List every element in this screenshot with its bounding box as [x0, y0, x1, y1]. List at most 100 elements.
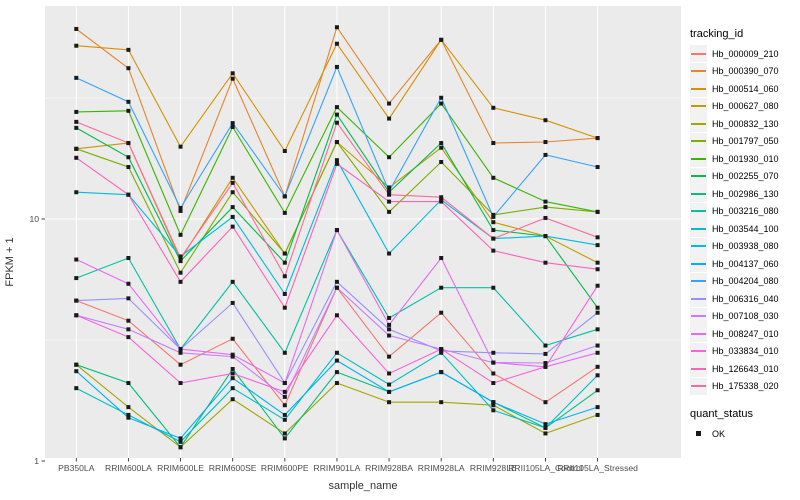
quant-status-items: OK: [690, 425, 798, 443]
data-point: [387, 389, 392, 394]
legend-key-swatch: [690, 80, 707, 98]
legend-item-label: Hb_000390_070: [712, 66, 779, 77]
data-point: [387, 192, 392, 197]
data-point: [595, 243, 600, 248]
data-point: [595, 305, 600, 310]
data-point: [387, 185, 392, 190]
x-tick-label: RRIM600LA: [105, 463, 152, 473]
data-point: [543, 364, 548, 369]
legend-item-label: Hb_007108_030: [712, 311, 779, 322]
data-point: [543, 199, 548, 204]
legend-key-swatch: [690, 360, 707, 378]
data-point: [334, 140, 339, 145]
legend-item: Hb_175338_020: [690, 377, 798, 396]
legend-key-swatch: [690, 342, 707, 360]
data-point: [230, 76, 235, 81]
data-point: [491, 220, 496, 225]
data-point: [126, 141, 131, 146]
data-point: [491, 212, 496, 217]
data-point: [491, 360, 496, 365]
data-point: [282, 260, 287, 265]
data-point: [491, 371, 496, 376]
data-point: [439, 101, 444, 106]
legend-item: Hb_006316_040: [690, 290, 798, 308]
data-point: [595, 165, 600, 170]
data-point: [595, 209, 600, 214]
legend-key-swatch: [690, 115, 707, 133]
data-point: [387, 199, 392, 204]
legend-key-swatch: [690, 185, 707, 203]
data-point: [126, 192, 131, 197]
data-point: [595, 267, 600, 272]
legend-line-icon: [691, 315, 706, 318]
data-point: [334, 41, 339, 46]
data-point: [74, 276, 79, 281]
data-point: [595, 136, 600, 141]
data-point: [387, 101, 392, 106]
data-point: [178, 279, 183, 284]
data-point: [439, 370, 444, 375]
legend-key-swatch: [690, 237, 707, 255]
data-point: [230, 371, 235, 376]
data-point: [439, 195, 444, 200]
data-point: [595, 327, 600, 332]
data-point: [178, 144, 183, 149]
data-point: [230, 190, 235, 195]
data-point: [595, 373, 600, 378]
data-point: [230, 376, 235, 381]
data-point: [334, 158, 339, 163]
data-point: [543, 260, 548, 265]
legend-line-icon: [691, 140, 706, 143]
data-point: [126, 296, 131, 301]
data-point: [491, 408, 496, 413]
legend-key-swatch: [690, 97, 707, 115]
legend-item-label: Hb_000009_210: [712, 48, 779, 59]
y-axis-title: FPKM + 1: [4, 237, 16, 286]
data-point: [334, 381, 339, 386]
legend-line-icon: [691, 245, 706, 248]
data-point: [74, 257, 79, 262]
data-point: [178, 208, 183, 213]
legend-title-quant-status: quant_status: [690, 408, 753, 420]
data-point: [491, 228, 496, 233]
legend-item: Hb_000832_130: [690, 115, 798, 133]
x-tick-label: RRIM928LE: [470, 463, 517, 473]
quant-status-label: OK: [712, 428, 726, 439]
data-point: [439, 141, 444, 146]
legend-item: Hb_001797_050: [690, 132, 798, 151]
data-point: [230, 279, 235, 284]
data-point: [543, 152, 548, 157]
x-tick-label: RRIM901LA: [314, 463, 361, 473]
data-point: [543, 343, 548, 348]
x-tick-label: RRIM600SE: [209, 463, 257, 473]
legend-item: Hb_003938_080: [690, 237, 798, 256]
legend-key-swatch: [690, 132, 707, 150]
legend-item-label: Hb_006316_040: [712, 293, 779, 304]
data-point: [491, 175, 496, 180]
legend-line-icon: [691, 192, 706, 195]
data-point: [387, 322, 392, 327]
quant-key-swatch: [690, 425, 707, 442]
data-point: [334, 313, 339, 318]
legend-item: Hb_004137_060: [690, 255, 798, 273]
data-point: [387, 371, 392, 376]
data-point: [387, 382, 392, 387]
legend-line-icon: [691, 210, 706, 213]
data-point: [126, 66, 131, 71]
legend-item: Hb_000627_080: [690, 97, 798, 116]
data-point: [439, 285, 444, 290]
data-point: [282, 210, 287, 215]
data-point: [439, 95, 444, 100]
x-tick-label: RRIM928BA: [365, 463, 413, 473]
data-point: [126, 381, 131, 386]
data-point: [334, 112, 339, 117]
data-point: [126, 327, 131, 332]
data-point: [282, 436, 287, 441]
data-point: [74, 109, 79, 114]
legend-item-label: Hb_001797_050: [712, 136, 779, 147]
data-point: [491, 381, 496, 386]
data-point: [282, 251, 287, 256]
data-point: [74, 190, 79, 195]
